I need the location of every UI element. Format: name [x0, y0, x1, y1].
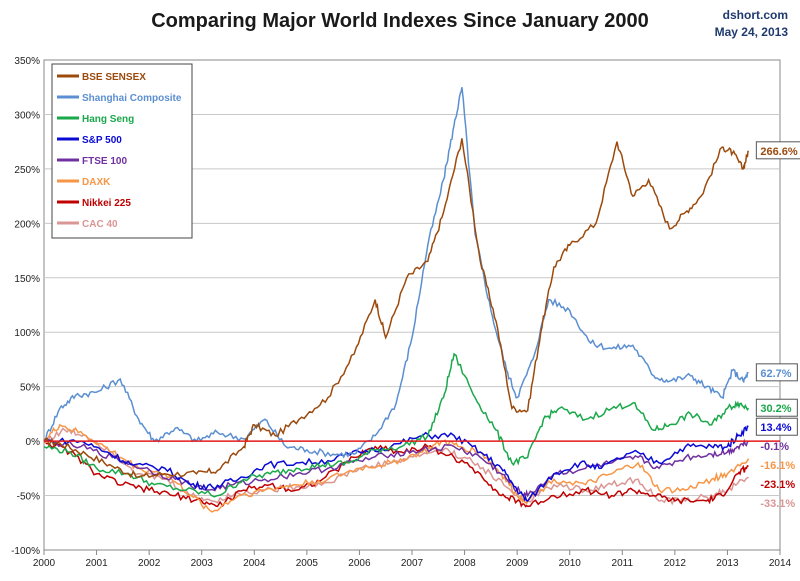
- series-line: [43, 427, 749, 506]
- legend-label: Hang Seng: [82, 114, 134, 125]
- legend-label: Nikkei 225: [82, 198, 131, 209]
- y-tick-label: 300%: [14, 110, 40, 121]
- y-tick-label: 0%: [26, 437, 41, 448]
- series-line: [43, 425, 749, 502]
- legend-label: BSE SENSEX: [82, 72, 146, 83]
- legend-label: Shanghai Composite: [82, 93, 182, 104]
- x-tick-label: 2001: [85, 558, 108, 569]
- y-tick-label: 200%: [14, 219, 40, 230]
- x-tick-label: 2010: [559, 558, 582, 569]
- series-line: [43, 87, 749, 459]
- y-tick-label: 350%: [14, 56, 40, 67]
- source-name: dshort.com: [722, 8, 788, 22]
- x-tick-label: 2006: [348, 558, 371, 569]
- end-value-label: -0.1%: [760, 441, 789, 453]
- x-tick-label: 2012: [664, 558, 687, 569]
- y-tick-label: 50%: [20, 383, 40, 394]
- chart-title: Comparing Major World Indexes Since Janu…: [151, 10, 649, 32]
- legend-label: S&P 500: [82, 135, 122, 146]
- x-tick-label: 2011: [612, 558, 634, 569]
- end-value-label: 62.7%: [760, 368, 791, 380]
- end-value-label: -16.1%: [760, 460, 795, 472]
- end-value-box: [755, 363, 798, 382]
- y-tick-label: 250%: [14, 165, 40, 176]
- x-tick-label: 2007: [401, 558, 424, 569]
- x-tick-label: 2008: [453, 558, 476, 569]
- end-value-label: 13.4%: [760, 422, 791, 434]
- end-value-label: -23.1%: [760, 479, 795, 491]
- source-date: May 24, 2013: [714, 25, 788, 39]
- x-tick-label: 2005: [296, 558, 319, 569]
- y-tick-label: 100%: [14, 328, 40, 339]
- series-line: [43, 352, 750, 498]
- series-line: [43, 138, 750, 479]
- x-tick-label: 2009: [506, 558, 529, 569]
- x-tick-label: 2004: [243, 558, 266, 569]
- x-tick-label: 2002: [138, 558, 161, 569]
- legend-label: DAXK: [82, 177, 111, 188]
- source-block: dshort.com May 24, 2013: [715, 7, 788, 41]
- x-tick-label: 2000: [33, 558, 56, 569]
- legend-box: [51, 63, 193, 239]
- end-value-label: 30.2%: [760, 403, 791, 415]
- x-tick-label: 2014: [769, 558, 792, 569]
- end-value-label: -33.1%: [760, 498, 795, 510]
- end-value-box: [755, 398, 798, 417]
- legend-label: CAC 40: [82, 219, 118, 230]
- x-tick-label: 2013: [716, 558, 739, 569]
- series-line: [43, 440, 749, 508]
- series-line: [43, 438, 749, 498]
- end-value-box: [755, 417, 798, 436]
- legend-label: FTSE 100: [82, 156, 127, 167]
- y-tick-label: -100%: [11, 546, 40, 557]
- y-tick-label: 150%: [14, 274, 40, 285]
- x-tick-label: 2003: [191, 558, 214, 569]
- end-value-label: 266.6%: [760, 146, 798, 158]
- y-tick-label: -50%: [17, 492, 40, 503]
- end-value-box: [755, 141, 800, 160]
